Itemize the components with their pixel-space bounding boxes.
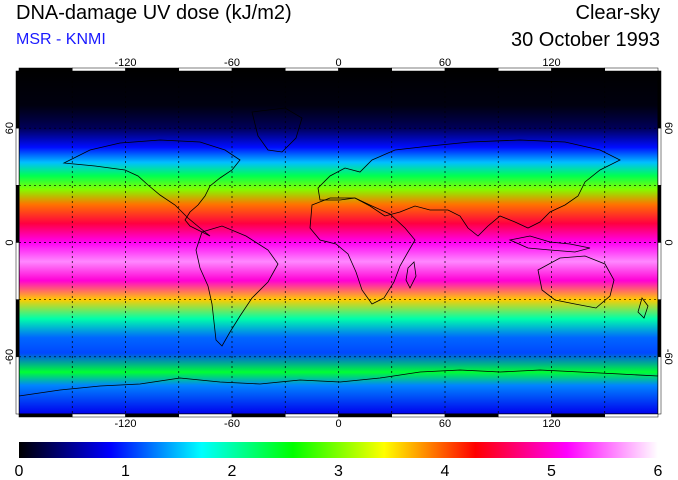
frame-segment (125, 413, 179, 418)
colorbar-tick-label: 5 (547, 463, 556, 480)
lat-tick-label-right: 0 (662, 239, 674, 245)
frame-segment (15, 127, 20, 186)
lon-tick-label-top: 0 (335, 57, 341, 69)
colorbar-ramp (19, 442, 658, 458)
lat-tick-label-left: 0 (4, 239, 16, 245)
coastline-australia (537, 255, 615, 309)
frame-segment (604, 413, 659, 418)
coastline-greenland (251, 107, 303, 153)
frame-segment (231, 413, 286, 418)
frame-segment (72, 413, 126, 418)
lat-tick-label-right: 60 (662, 122, 674, 134)
frame-segment (15, 356, 20, 415)
lon-tick-label-bottom: 120 (542, 418, 560, 430)
frame-segment (657, 70, 662, 129)
frame-segment (444, 67, 499, 72)
lon-tick-label-top: 120 (542, 57, 560, 69)
frame-segment (391, 67, 446, 72)
coastline-south-america (195, 225, 279, 347)
sky-condition-label: Clear-sky (575, 2, 660, 24)
coastline-indonesia (508, 235, 591, 253)
lat-tick-label-left: 60 (4, 122, 16, 134)
uv-dose-map: -120 -60 0 60 120 -120 -60 0 60 120 60 0 -60 60 0 -6… (4, 57, 674, 430)
frame-segment (285, 67, 339, 72)
lon-tick-label-top: -60 (224, 57, 240, 69)
frame-segment (15, 242, 20, 300)
lat-tick-label-right: -60 (662, 349, 674, 365)
graticule (19, 71, 658, 414)
frame-segment (338, 413, 392, 418)
colorbar-tick-label: 4 (441, 463, 450, 480)
frame-segment (18, 67, 73, 72)
frame-segment (338, 67, 392, 72)
frame-segment (178, 413, 233, 418)
coastline-new-zealand (637, 297, 649, 319)
lon-tick-label-bottom: -120 (114, 418, 136, 430)
colorbar-tick-label: 6 (654, 463, 663, 480)
lon-tick-label-bottom: 60 (439, 418, 451, 430)
map-title: DNA-damage UV dose (kJ/m2) (16, 2, 292, 24)
lat-tick-label-left: -60 (4, 349, 16, 365)
coastline-north-america (62, 139, 241, 237)
frame-segment (657, 127, 662, 186)
coastlines (19, 107, 658, 397)
coastline-antarctica (19, 369, 658, 397)
frame-segment (604, 67, 659, 72)
frame-segment (498, 413, 552, 418)
colorbar-tick-label: 3 (334, 463, 343, 480)
frame-segment (657, 356, 662, 415)
frame-segment (15, 299, 20, 358)
lon-tick-label-bottom: -60 (224, 418, 240, 430)
frame-segment (657, 242, 662, 300)
frame-segment (551, 413, 605, 418)
frame-segment (657, 299, 662, 358)
source-label: MSR - KNMI (16, 31, 106, 48)
frame-segment (444, 413, 499, 418)
frame-segment (285, 413, 339, 418)
colorbar: 0 1 2 3 4 5 6 (15, 442, 663, 480)
lon-tick-label-bottom: 0 (335, 418, 341, 430)
frame-segment (657, 185, 662, 243)
lon-tick-label-top: -120 (114, 57, 136, 69)
frame-segment (15, 185, 20, 243)
coastline-eurasia (317, 139, 621, 237)
date-label: 30 October 1993 (511, 29, 660, 51)
colorbar-tick-label: 2 (228, 463, 237, 480)
coastline-africa (309, 197, 416, 305)
frame-segment (18, 413, 73, 418)
frame-segment (15, 70, 20, 129)
coastline-madagascar (405, 261, 417, 289)
map-frame (15, 67, 662, 418)
lon-tick-label-top: 60 (439, 57, 451, 69)
frame-segment (231, 67, 286, 72)
colorbar-tick-label: 0 (15, 463, 24, 480)
frame-segment (391, 413, 446, 418)
colorbar-tick-label: 1 (121, 463, 130, 480)
